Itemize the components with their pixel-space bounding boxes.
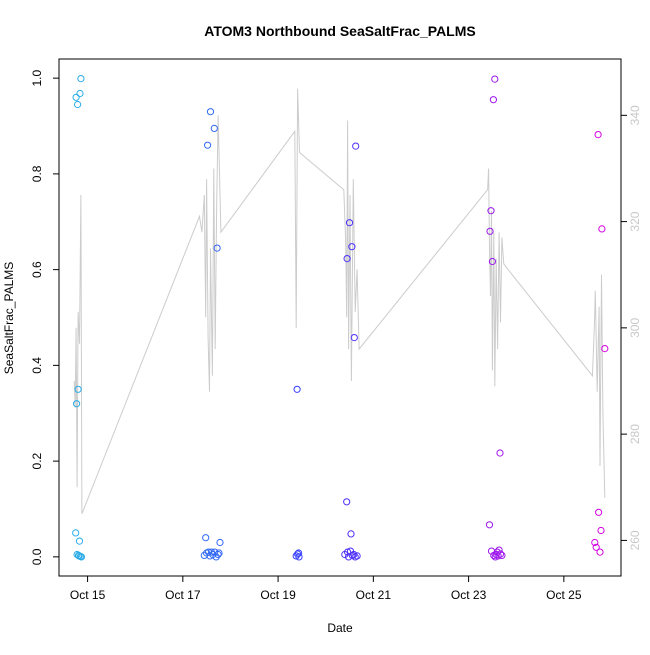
x-tick-label: Oct 25	[546, 588, 582, 602]
data-point	[595, 508, 603, 516]
data-point	[591, 538, 599, 547]
y2-tick-label: 300	[628, 318, 642, 338]
data-point	[596, 548, 604, 556]
data-point	[73, 400, 81, 408]
data-point	[343, 498, 351, 506]
y-tick-label: 0.6	[30, 261, 44, 278]
data-point	[353, 552, 361, 560]
data-point	[347, 530, 355, 538]
data-point	[74, 385, 82, 393]
secondary-series-line	[73, 88, 606, 514]
points-layer	[72, 75, 609, 561]
y-tick-label: 0.2	[30, 452, 44, 469]
y-axis-right: 260 280 300 320 340	[621, 105, 642, 550]
data-point	[486, 227, 494, 235]
data-point	[77, 75, 85, 83]
data-point	[74, 100, 82, 109]
data-point	[496, 449, 504, 457]
y-tick-label: 0.8	[30, 165, 44, 182]
y-axis-label: SeaSaltFrac_PALMS	[2, 262, 16, 375]
plot-frame	[58, 58, 622, 577]
data-point	[295, 549, 303, 557]
data-point	[598, 225, 606, 233]
data-point	[352, 142, 360, 150]
data-point	[213, 244, 221, 252]
data-point	[293, 385, 301, 393]
data-point	[202, 534, 210, 542]
x-tick-label: Oct 15	[70, 588, 106, 602]
data-point	[348, 243, 356, 251]
data-point	[485, 521, 494, 529]
y2-tick-label: 340	[628, 105, 642, 125]
data-point	[204, 141, 212, 149]
data-point	[498, 551, 506, 560]
data-point	[487, 207, 495, 215]
y-tick-label: 1.0	[30, 69, 44, 86]
data-point	[350, 334, 358, 342]
y2-tick-label: 280	[628, 424, 642, 444]
data-point	[72, 93, 80, 101]
data-point	[215, 549, 223, 557]
data-point	[594, 131, 602, 139]
data-point	[496, 550, 505, 558]
data-point	[77, 553, 86, 561]
data-point	[214, 550, 222, 559]
data-point	[76, 89, 84, 98]
data-point	[216, 538, 224, 547]
data-point	[592, 543, 600, 551]
chart-title: ATOM3 Northbound SeaSaltFrac_PALMS	[204, 23, 475, 39]
data-point	[295, 553, 303, 561]
data-point	[210, 124, 218, 132]
data-point	[206, 108, 215, 116]
x-tick-label: Oct 19	[260, 588, 296, 602]
data-point	[489, 96, 497, 104]
x-axis: Oct 15 Oct 17 Oct 19 Oct 21 Oct 23 Oct 25	[70, 576, 582, 602]
x-tick-label: Oct 17	[165, 588, 201, 602]
data-point	[601, 345, 609, 353]
data-point	[72, 529, 80, 537]
data-point	[75, 537, 84, 545]
x-tick-label: Oct 21	[356, 588, 392, 602]
y-axis-left: 0.0 0.2 0.4 0.6 0.8 1.0	[30, 69, 59, 565]
data-point	[488, 257, 496, 266]
data-point	[345, 219, 354, 227]
y2-tick-label: 320	[628, 211, 642, 231]
y-tick-label: 0.0	[30, 548, 44, 565]
y2-tick-label: 260	[628, 530, 642, 550]
y-tick-label: 0.4	[30, 357, 44, 374]
data-point	[597, 526, 605, 535]
secondary-series-layer	[73, 88, 606, 514]
x-tick-label: Oct 23	[451, 588, 487, 602]
data-point	[343, 255, 351, 263]
data-point	[491, 75, 499, 83]
x-axis-label: Date	[327, 621, 353, 635]
